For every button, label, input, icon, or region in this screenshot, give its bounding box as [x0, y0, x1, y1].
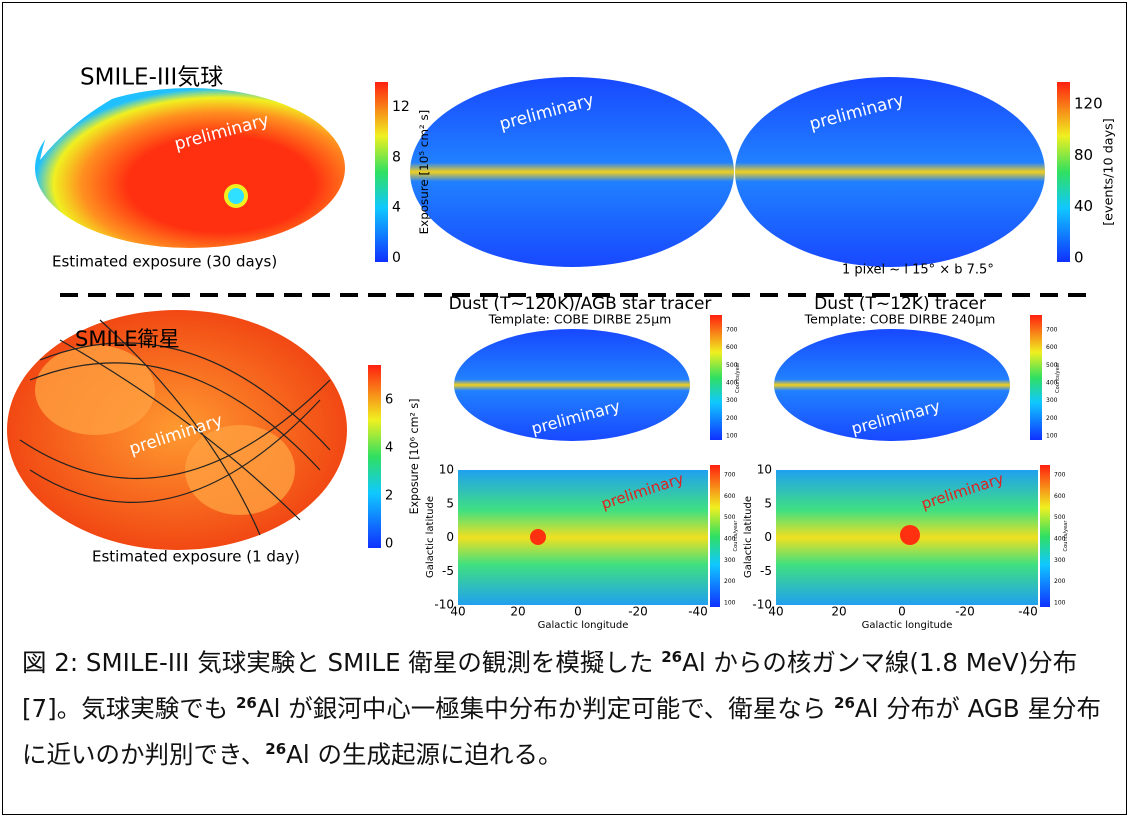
colorbar-tick: 200: [726, 415, 738, 422]
colorbar-tick: 120: [1074, 95, 1103, 113]
colorbar-tick: 80: [1074, 146, 1093, 164]
y-tick-label: 5: [446, 496, 454, 510]
y-tick-label: 0: [446, 530, 454, 544]
colorbar-label: Counts/year: [735, 361, 741, 393]
y-axis-label: Galactic latitude: [743, 496, 754, 578]
colorbar-tick: 0: [1074, 249, 1084, 267]
colorbar-tick: 100: [726, 433, 738, 440]
colorbar-tick: 2: [385, 489, 393, 504]
colorbar-tick: 700: [1046, 327, 1058, 334]
y-tick-label: -5: [442, 564, 454, 578]
x-tick-label: 20: [831, 605, 846, 619]
colorbar-tick: 8: [392, 149, 401, 165]
map-region: [35, 345, 155, 435]
colorbar-tick: 700: [724, 472, 736, 479]
colorbar-tick: 300: [1054, 557, 1066, 564]
colorbar: [375, 82, 388, 262]
colorbar-tick: 600: [726, 344, 738, 351]
colorbar-tick: 4: [385, 441, 393, 456]
colorbar-label: Exposure [10⁶ cm² s]: [408, 399, 421, 515]
x-axis-label: Galactic longitude: [862, 620, 953, 631]
colorbar-tick: 200: [1046, 415, 1058, 422]
caption-text: 図 2: SMILE-III 気球実験と SMILE 衛星の観測を模擬した: [22, 648, 661, 677]
map-hole: [226, 186, 246, 206]
superscript: 26: [834, 694, 855, 712]
y-tick-label: 5: [764, 496, 772, 510]
colorbar-tick: 12: [392, 99, 410, 115]
colorbar-tick: 100: [1046, 433, 1058, 440]
x-tick-label: -20: [628, 605, 648, 619]
colorbar-label: Counts/year: [1055, 361, 1061, 393]
colorbar-tick: 300: [1046, 397, 1058, 404]
panel-caption: Estimated exposure (30 days): [52, 253, 277, 271]
colorbar-tick: 4: [392, 200, 401, 216]
colorbar-tick: 100: [1054, 600, 1066, 607]
colorbar: [1057, 82, 1070, 262]
x-tick-label: 20: [510, 605, 525, 619]
x-tick-label: -40: [688, 605, 708, 619]
panel-subtitle: Template: COBE DIRBE 25μm: [488, 312, 672, 327]
x-tick-label: 0: [898, 605, 906, 619]
hot-spot: [900, 525, 920, 545]
colorbar-tick: 0: [392, 250, 401, 266]
colorbar-tick: 300: [724, 557, 736, 564]
colorbar-label: Exposure [10⁵ cm² s]: [417, 110, 431, 235]
colorbar-tick: 600: [1046, 344, 1058, 351]
y-axis-label: Galactic latitude: [425, 496, 436, 578]
colorbar-tick: 200: [724, 578, 736, 585]
colorbar-tick: 40: [1074, 197, 1093, 215]
colorbar-tick: 700: [1054, 472, 1066, 479]
colorbar-tick: 200: [1054, 578, 1066, 585]
note: 1 pixel ~ l 15° × b 7.5°: [842, 263, 994, 278]
x-tick-label: -40: [1018, 605, 1038, 619]
colorbar-tick: 300: [726, 397, 738, 404]
panel-subtitle: Template: COBE DIRBE 240μm: [804, 312, 996, 327]
colorbar: [710, 465, 720, 607]
colorbar: [368, 365, 381, 548]
x-tick-label: 40: [450, 605, 465, 619]
colorbar-tick: 500: [724, 514, 736, 521]
colorbar-label: [events/10 days]: [1102, 118, 1117, 226]
x-axis-label: Galactic longitude: [538, 620, 629, 631]
superscript: 26: [661, 648, 682, 666]
colorbar: [1040, 465, 1050, 607]
colorbar: [1030, 315, 1042, 440]
colorbar-tick: 0: [385, 537, 393, 552]
caption-text: Al が銀河中心一極集中分布か判定可能で、衛星なら: [257, 694, 834, 723]
panel-caption: Estimated exposure (1 day): [92, 548, 300, 566]
colorbar-label: Counts/year: [733, 520, 739, 552]
caption-text: Al の生成起源に迫れる。: [286, 740, 562, 769]
y-tick-label: 10: [757, 463, 772, 477]
panel-title: SMILE-III気球: [80, 65, 223, 91]
colorbar: [710, 315, 722, 440]
figure: SMILE-III気球 preliminary Estimated exposu…: [0, 0, 1131, 635]
panel-title: SMILE衛星: [75, 327, 180, 351]
colorbar-tick: 500: [1054, 514, 1066, 521]
superscript: 26: [265, 740, 286, 758]
colorbar-tick: 600: [724, 493, 736, 500]
colorbar-tick: 100: [724, 600, 736, 607]
colorbar-tick: 600: [1054, 493, 1066, 500]
page: SMILE-III気球 preliminary Estimated exposu…: [0, 0, 1131, 819]
figure-caption: 図 2: SMILE-III 気球実験と SMILE 衛星の観測を模擬した 26…: [22, 640, 1112, 778]
x-tick-label: 0: [574, 605, 582, 619]
y-tick-label: -5: [760, 564, 772, 578]
y-tick-label: 0: [764, 530, 772, 544]
colorbar-tick: 700: [726, 327, 738, 334]
superscript: 26: [236, 694, 257, 712]
x-tick-label: 40: [768, 605, 783, 619]
colorbar-label: Counts/year: [1063, 520, 1069, 552]
y-tick-label: 10: [439, 463, 454, 477]
x-tick-label: -20: [955, 605, 975, 619]
hot-spot: [530, 529, 546, 545]
colorbar-tick: 6: [385, 393, 393, 408]
map-region: [185, 425, 295, 515]
